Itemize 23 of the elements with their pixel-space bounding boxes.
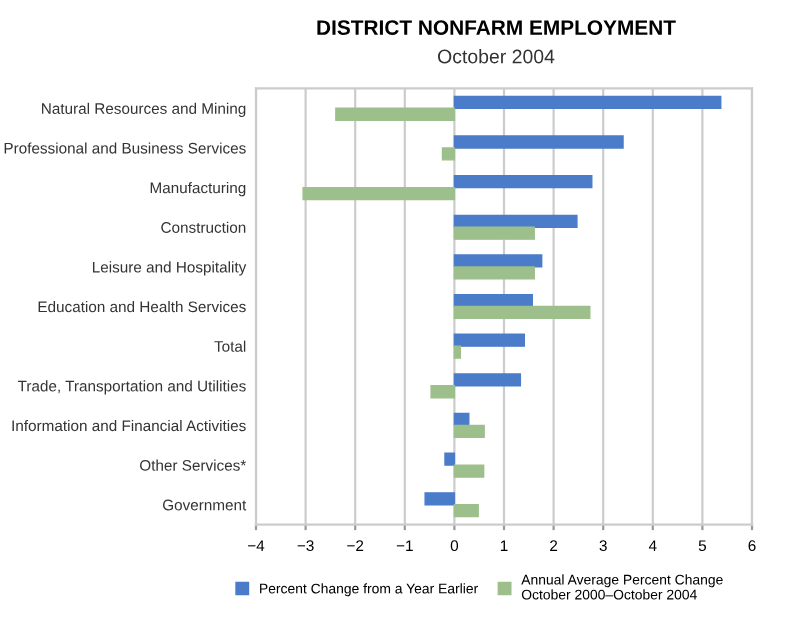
bar (302, 186, 456, 201)
bar (441, 147, 456, 161)
bar (335, 107, 456, 121)
bar (453, 254, 543, 268)
bar (453, 333, 526, 347)
bar (430, 385, 456, 399)
bar (453, 464, 485, 478)
bar (453, 305, 591, 320)
chart-title: DISTRICT NONFARM EMPLOYMENT (317, 20, 676, 35)
bar (453, 175, 593, 189)
bar (453, 424, 485, 439)
bar (453, 135, 624, 149)
bar (453, 266, 535, 280)
bar (453, 373, 522, 387)
bar (444, 452, 456, 466)
bar (453, 293, 533, 308)
bar (424, 492, 456, 506)
bar (453, 226, 535, 240)
bar (453, 504, 479, 518)
bar (453, 214, 578, 228)
chart-subtitle: October 2004 (438, 49, 555, 64)
bar (453, 345, 462, 359)
bar (453, 95, 722, 109)
